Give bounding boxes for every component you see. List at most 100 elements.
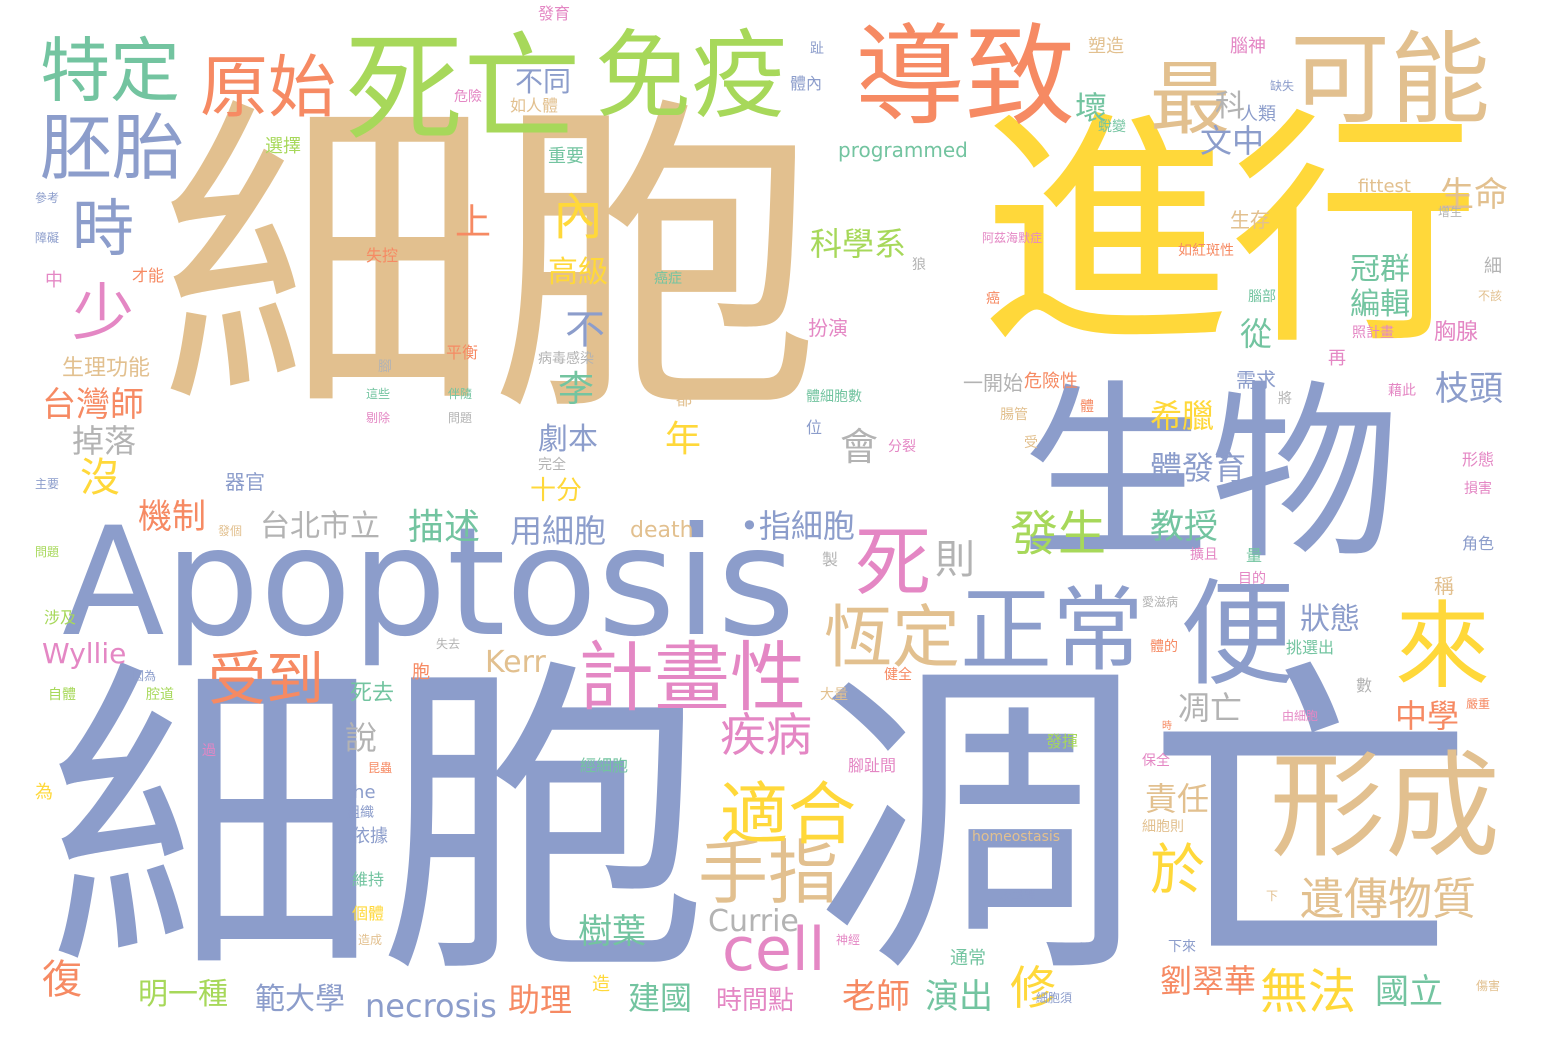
word: 一開始	[963, 371, 1023, 395]
word: 來	[1395, 592, 1491, 702]
word: 特定	[40, 30, 180, 112]
word: 死亡	[345, 20, 582, 158]
word: 教授	[1150, 507, 1218, 547]
word: 掉落	[72, 422, 137, 460]
word: 量	[1246, 546, 1263, 565]
word: 因為	[132, 669, 157, 683]
word: 適合	[720, 776, 857, 855]
word: cell	[722, 915, 826, 985]
word: 擴且	[1190, 547, 1218, 563]
word: 腳趾間	[848, 756, 897, 775]
word: 下	[1266, 889, 1279, 903]
word: 藉此	[1388, 383, 1416, 399]
word: 才能	[132, 266, 165, 285]
word: 胚胎	[40, 106, 185, 190]
word: 導致	[855, 13, 1075, 141]
word: 位	[806, 418, 823, 437]
word: 失去	[436, 637, 461, 651]
word: 增生	[1438, 205, 1463, 219]
word: Kerr	[485, 645, 546, 680]
word: 造成	[358, 933, 383, 947]
word: 中學	[1395, 697, 1460, 735]
word: 助理	[508, 981, 573, 1019]
word: 體內	[790, 74, 823, 93]
word: the	[346, 782, 376, 803]
word: 內	[553, 188, 603, 246]
word: 台北市立	[260, 509, 380, 544]
word: 組織	[346, 805, 374, 821]
word: 問題	[35, 545, 60, 559]
word: 細胞須	[1036, 991, 1073, 1005]
word: 通常	[950, 948, 986, 969]
word: 最	[1150, 53, 1230, 146]
word: 凋亡	[1178, 689, 1243, 727]
word: 年	[665, 419, 702, 460]
word: 發個	[218, 524, 243, 538]
word: 劇本	[538, 422, 598, 457]
word: •指細胞	[740, 507, 855, 545]
word: 壞	[1075, 89, 1108, 127]
word: 演出	[925, 977, 993, 1017]
word: 體發育	[1150, 449, 1247, 487]
word: 大量	[820, 687, 848, 703]
word: 剔除	[366, 411, 391, 425]
word: 國立	[1375, 972, 1443, 1012]
word: 稱	[1434, 574, 1454, 598]
word: 體細胞數	[806, 389, 862, 405]
word: 攻擊體	[1000, 889, 1037, 903]
word: 胞	[412, 662, 430, 683]
word: 這些	[366, 387, 391, 401]
word: 體	[1080, 399, 1094, 415]
word: 時間點	[716, 986, 795, 1016]
word: 伴隨	[448, 387, 473, 401]
word: 癌	[986, 291, 1000, 307]
word: 數	[1356, 676, 1373, 695]
word: 不同	[515, 65, 572, 98]
word: 遺傳物質	[1300, 874, 1476, 925]
word: 時	[1162, 721, 1172, 732]
word: 將	[1278, 391, 1292, 407]
word: 昆蟲	[368, 761, 393, 775]
word: 老師	[842, 977, 910, 1017]
word: 塑造	[1088, 36, 1124, 57]
word: 劉翠華	[1160, 962, 1257, 1000]
word: 可能	[1290, 21, 1490, 138]
word: 胸腺	[1434, 320, 1479, 345]
word: 角色	[1462, 534, 1495, 553]
word: 目的	[1238, 571, 1266, 587]
word: 病毒感染	[538, 351, 594, 367]
word: 蛻變	[1098, 119, 1126, 135]
word: 則	[935, 537, 975, 583]
word: 科	[1215, 89, 1245, 124]
word: Apoptosis	[62, 496, 796, 670]
word: 冠群	[1350, 252, 1410, 287]
word: 細胞則	[1142, 819, 1184, 835]
word: 形成	[1270, 740, 1501, 874]
word: 危險性	[1024, 371, 1078, 392]
word: 照計畫	[1352, 325, 1394, 341]
word: 腸管	[1000, 407, 1028, 423]
word: 趾	[810, 41, 824, 57]
word: 計畫性	[578, 633, 806, 722]
word: 問題	[448, 411, 473, 425]
word: necrosis	[365, 987, 497, 1025]
word: 維持	[352, 870, 385, 889]
word: 腦神	[1230, 36, 1266, 57]
word: 下來	[1168, 939, 1196, 955]
word: 人類	[1240, 104, 1276, 125]
word: 枝頭	[1435, 369, 1503, 409]
word: 細	[1484, 256, 1502, 277]
word: homeostasis	[972, 829, 1061, 845]
word: 障礙	[35, 231, 60, 245]
word: 正常	[960, 577, 1145, 684]
word: 選擇	[265, 136, 301, 157]
word: 扮演	[808, 316, 848, 340]
word: 愛滋病	[1142, 595, 1179, 609]
word: 不	[565, 307, 605, 353]
word: 責任	[1145, 780, 1210, 818]
word: 製	[822, 550, 839, 569]
word: 沒	[80, 455, 120, 501]
word: 修	[1010, 961, 1056, 1015]
word: Wyllie	[42, 637, 127, 670]
